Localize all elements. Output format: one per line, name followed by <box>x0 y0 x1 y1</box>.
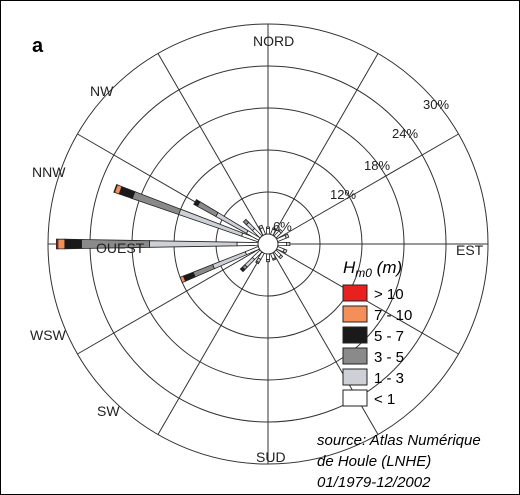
legend-swatch <box>342 284 368 302</box>
legend-swatch <box>342 368 368 386</box>
dir-label-wsw: WSW <box>30 327 67 343</box>
source-line-3: 01/1979-12/2002 <box>317 474 431 491</box>
legend-swatch <box>342 347 368 365</box>
dir-label-ouest: OUEST <box>96 240 145 256</box>
polar-grid <box>47 23 489 465</box>
sector-bar-wsw-bin-4 <box>179 275 187 284</box>
ring-label-30: 30% <box>423 97 449 112</box>
sector-bar-nnw-bin-1 <box>258 224 264 230</box>
sector-bar-ne-bin-1 <box>278 228 284 234</box>
grid-spoke <box>77 248 260 355</box>
legend-swatch <box>342 326 368 344</box>
dir-label-sw: SW <box>97 403 120 419</box>
grid-spoke <box>272 53 379 236</box>
ring-label-18: 18% <box>364 158 390 173</box>
grid-spoke <box>276 133 459 240</box>
sector-bar-wnw-bin-2 <box>131 191 182 216</box>
legend-label: > 10 <box>374 286 404 303</box>
sector-bar-w-bin-3 <box>64 238 82 250</box>
dir-label-est: EST <box>456 242 484 258</box>
sector-bar-n-bin-1 <box>266 226 270 229</box>
sector-bar-s-bin-1 <box>266 259 270 263</box>
sector-bar-w-bin-5 <box>56 238 59 250</box>
panel-label: a <box>32 35 44 57</box>
sector-bars <box>56 184 291 284</box>
source-line-1: source: Atlas Numérique <box>317 432 481 449</box>
sector-bar-w-bin-4 <box>57 238 66 250</box>
grid-spoke <box>276 248 459 355</box>
sector-bar-ese-bin-1 <box>282 248 288 254</box>
sector-bar-w-bin-0 <box>236 241 259 247</box>
legend-label: 7 - 10 <box>374 307 412 324</box>
sector-bar-ene-bin-1 <box>284 233 290 239</box>
dir-label-nord: NORD <box>253 33 294 49</box>
sector-bar-nne-bin-1 <box>272 227 277 231</box>
dir-label-nw: NW <box>90 83 114 99</box>
sector-bar-ssw-bin-2 <box>255 260 260 265</box>
sector-bar-n-bin-0 <box>266 227 270 235</box>
legend-label: 3 - 5 <box>374 349 404 366</box>
legend-swatch <box>342 389 368 407</box>
grid-spoke <box>157 53 264 236</box>
source-note: source: Atlas Numérique de Houle (LNHE) … <box>317 432 481 491</box>
source-line-2: de Houle (LNHE) <box>317 453 431 470</box>
legend-label: 1 - 3 <box>374 370 404 387</box>
sector-bar-s-bin-0 <box>266 253 270 261</box>
sector-bar-sw-bin-4 <box>239 268 244 273</box>
sector-bar-se-bin-1 <box>278 254 284 260</box>
sector-bar-w-bin-1 <box>149 240 238 248</box>
sector-bar-nw-bin-2 <box>242 218 250 226</box>
ring-label-6: 6% <box>273 219 292 234</box>
grid-spoke <box>157 252 264 435</box>
legend-title: Hm0 (m) <box>343 258 402 280</box>
sector-bar-wsw-bin-2 <box>192 263 215 278</box>
sector-bar-wnw2-bin-2 <box>196 201 219 218</box>
dir-label-sud: SUD <box>256 449 286 465</box>
legend-swatch <box>342 305 368 323</box>
legend-label: 5 - 7 <box>374 328 404 345</box>
sector-bar-sse-bin-1 <box>272 257 277 261</box>
ring-label-12: 12% <box>330 187 356 202</box>
sector-bar-e-bin-1 <box>285 241 291 247</box>
legend-label: < 1 <box>374 391 395 408</box>
dir-label-nnw: NNW <box>32 164 66 180</box>
sector-bar-wnw-bin-5 <box>113 184 118 193</box>
sector-bar-e-bin-0 <box>277 242 287 246</box>
legend: Hm0 (m) > 10 7 - 10 5 - 7 3 - 5 1 - 3 < 1 <box>342 258 412 408</box>
sector-bar-wnw2-bin-4 <box>193 199 198 206</box>
ring-label-24: 24% <box>392 126 418 141</box>
